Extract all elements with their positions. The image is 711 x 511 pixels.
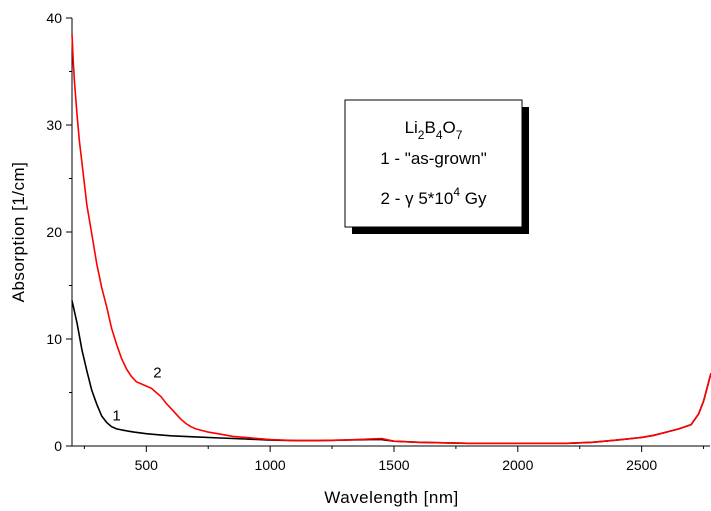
- legend-compound-part: O: [443, 118, 456, 137]
- x-tick-label: 500: [135, 457, 159, 473]
- legend-line-2-suffix: Gy: [460, 189, 487, 208]
- legend-compound-part: Li: [405, 118, 418, 137]
- x-tick-label: 2000: [502, 457, 533, 473]
- y-tick-label: 30: [46, 117, 62, 133]
- legend-compound-subscript: 7: [456, 128, 463, 142]
- x-tick-label: 2500: [626, 457, 657, 473]
- legend-box: [344, 99, 523, 228]
- series-line-1: [71, 300, 711, 445]
- y-tick-label: 0: [54, 438, 62, 454]
- y-tick-label: 20: [46, 224, 62, 240]
- legend: Li2B4O7 1 - "as-grown" 2 - γ 5*104 Gy: [344, 99, 529, 234]
- y-axis-title: Absorption [1/cm]: [9, 162, 28, 303]
- legend-compound-subscript: 4: [436, 128, 443, 142]
- curve-label-1: 1: [112, 407, 120, 424]
- legend-line-2-exponent: 4: [453, 185, 460, 199]
- y-tick-label: 10: [46, 331, 62, 347]
- series-line-2: [71, 34, 711, 445]
- series-layer: [71, 34, 711, 445]
- legend-compound: Li2B4O7: [405, 118, 463, 142]
- legend-line-2-prefix: 2 - γ 5*10: [381, 189, 454, 208]
- legend-compound-subscript: 2: [418, 128, 425, 142]
- x-ticks: 500 1000 1500 2000 2500: [83, 446, 705, 473]
- x-axis-title: Wavelength [nm]: [324, 488, 458, 507]
- y-ticks: 0 10 20 30 40: [46, 10, 72, 454]
- curve-label-2: 2: [153, 365, 161, 382]
- x-tick-label: 1500: [378, 457, 409, 473]
- y-tick-label: 40: [46, 10, 62, 26]
- x-tick-label: 1000: [255, 457, 286, 473]
- legend-line-2: 2 - γ 5*104 Gy: [381, 185, 487, 208]
- legend-compound-part: B: [424, 118, 435, 137]
- curve-labels: 12: [112, 365, 161, 425]
- legend-line-1: 1 - "as-grown": [380, 149, 487, 168]
